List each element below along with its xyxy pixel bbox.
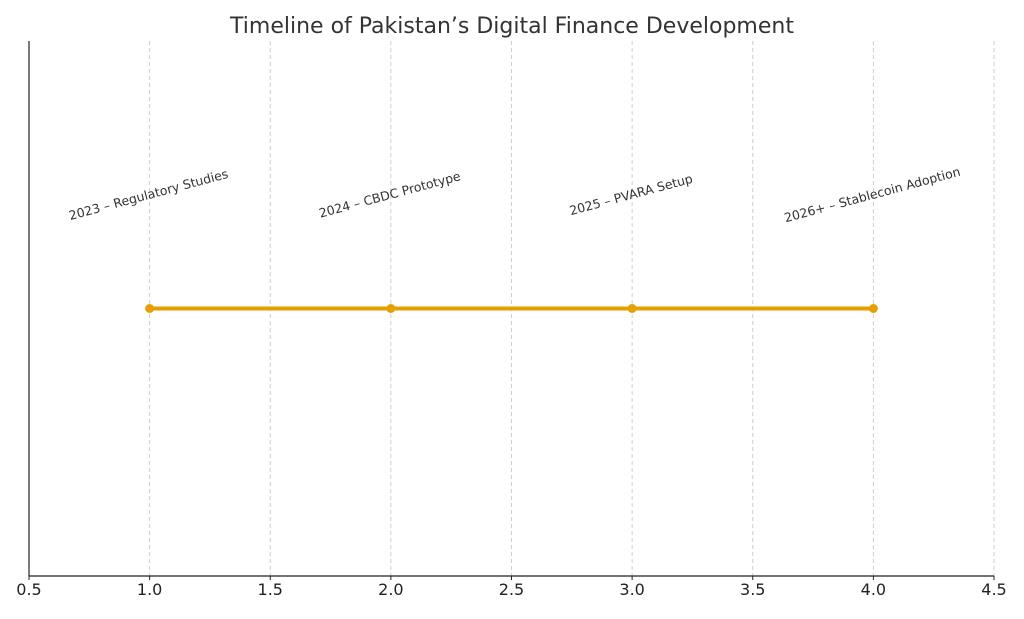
x-tick-label-6: 3.5 (740, 580, 765, 599)
x-tick-label-8: 4.5 (981, 580, 1006, 599)
x-tick-label-3: 2.0 (378, 580, 403, 599)
x-tick-label-0: 0.5 (16, 580, 41, 599)
x-tick-label-7: 4.0 (861, 580, 886, 599)
chart-title: Timeline of Pakistan’s Digital Finance D… (229, 14, 794, 39)
timeline-point-0 (145, 304, 155, 313)
axes: 0.5 1.0 1.5 2.0 2.5 3.0 3.5 4.0 4.5 (16, 41, 1007, 599)
timeline-point-1 (386, 304, 396, 313)
event-label-0: 2023 – Regulatory Studies (67, 166, 230, 223)
event-label-1: 2024 – CBDC Prototype (317, 168, 462, 220)
x-tick-label-5: 3.0 (619, 580, 644, 599)
annotation-layer: 2023 – Regulatory Studies 2024 – CBDC Pro… (67, 164, 962, 226)
event-label-3: 2026+ – Stablecoin Adoption (782, 164, 961, 226)
timeline-point-3 (868, 304, 878, 313)
timeline-point-2 (627, 304, 637, 313)
x-tick-label-2: 1.5 (258, 580, 283, 599)
series-layer (145, 304, 878, 313)
x-tick-label-4: 2.5 (499, 580, 524, 599)
x-tick-label-1: 1.0 (137, 580, 162, 599)
event-label-2: 2025 – PVARA Setup (568, 171, 695, 218)
